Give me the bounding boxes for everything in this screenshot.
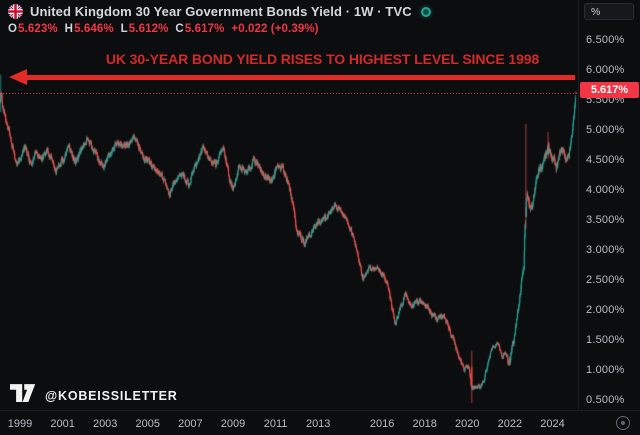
symbol-header[interactable]: United Kingdom 30 Year Government Bonds … — [8, 4, 431, 19]
x-axis-tick: 2022 — [497, 418, 523, 430]
low-value: 5.612% — [128, 23, 169, 35]
x-axis-tick: 2001 — [50, 418, 75, 430]
x-axis-tick: 2018 — [412, 418, 437, 430]
y-axis-tick: 5.000% — [586, 124, 625, 136]
open-value: 5.623% — [18, 23, 58, 35]
x-axis-tick: 2005 — [135, 418, 161, 430]
y-axis-tick: 3.000% — [586, 244, 625, 256]
scroll-to-realtime-icon[interactable] — [616, 416, 630, 430]
annotation-arrow-head-icon — [9, 69, 27, 85]
low-label: L — [120, 23, 128, 35]
x-axis-tick: 2020 — [455, 418, 480, 430]
x-axis-tick: 2009 — [220, 418, 246, 430]
y-axis-tick: 4.500% — [586, 154, 625, 166]
price-axis-unit[interactable]: % — [584, 3, 634, 20]
y-axis-tick: 6.000% — [586, 64, 625, 76]
y-axis-tick: 3.500% — [586, 214, 625, 226]
market-status-icon[interactable] — [420, 6, 431, 17]
y-axis-tick: 2.000% — [586, 304, 625, 316]
annotation-arrow-shaft — [26, 75, 575, 80]
x-axis-tick: 2024 — [540, 418, 565, 430]
y-axis-tick: 1.500% — [586, 334, 625, 346]
change-value: +0.022 (+0.39%) — [231, 23, 319, 35]
current-price-label: 5.617% — [580, 82, 639, 98]
high-label: H — [64, 23, 74, 35]
y-axis-tick: 0.500% — [586, 394, 625, 406]
x-axis-tick: 1999 — [7, 418, 33, 430]
high-value: 5.646% — [74, 23, 114, 35]
close-label: C — [175, 23, 184, 35]
time-axis[interactable]: 1999 2001 2003 2005 2007 2009 2011 2013 2016 2018… — [0, 410, 640, 435]
symbol-title[interactable]: United Kingdom 30 Year Government Bonds … — [30, 4, 412, 19]
uk-flag-icon — [8, 4, 23, 19]
current-price-line[interactable] — [0, 93, 578, 94]
y-axis-tick: 1.000% — [586, 364, 625, 376]
y-axis-tick: 6.500% — [586, 34, 625, 46]
price-axis[interactable]: % 5.617% 6.500% 6.000% 5.500% 5.000% 4.500% 4… — [578, 0, 640, 410]
x-axis-tick: 2016 — [369, 418, 395, 430]
x-axis-tick: 2011 — [263, 418, 288, 430]
ohlc-row: O 5.623% H 5.646% L 5.612% C 5.617% +0.022 (… — [8, 23, 319, 35]
x-axis-tick: 2007 — [178, 418, 203, 430]
annotation-text: UK 30-YEAR BOND YIELD RISES TO HIGHEST L… — [105, 51, 540, 67]
tradingview-logo-icon — [10, 383, 36, 408]
x-axis-tick: 2003 — [92, 418, 118, 430]
y-axis-tick: 2.500% — [586, 274, 625, 286]
y-axis-tick: 4.000% — [586, 184, 625, 196]
x-axis-tick: 2013 — [305, 418, 331, 430]
close-value: 5.617% — [184, 23, 225, 35]
watermark: @KOBEISSILETTER — [10, 383, 178, 408]
watermark-handle: @KOBEISSILETTER — [45, 388, 178, 403]
open-label: O — [8, 23, 18, 35]
